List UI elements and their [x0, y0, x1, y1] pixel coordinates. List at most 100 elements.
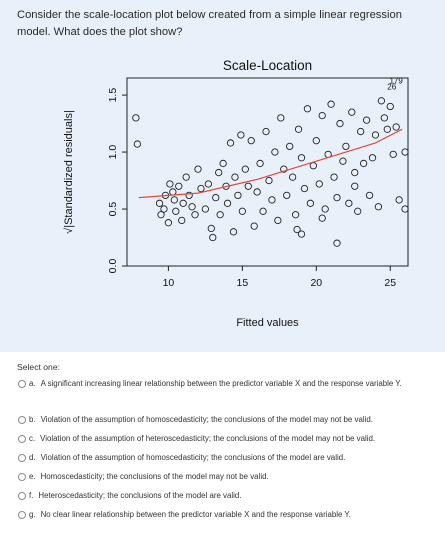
option-b[interactable]: b. Violation of the assumption of homosce…: [18, 414, 438, 425]
x-tick-label: 20: [310, 277, 322, 289]
data-point: [371, 131, 380, 139]
data-point: [212, 193, 220, 202]
data-point: [293, 225, 301, 234]
option-text: Violation of the assumption of homosceda…: [40, 415, 373, 424]
radio-g[interactable]: [18, 510, 26, 519]
data-point: [265, 176, 273, 185]
data-point: [297, 230, 306, 238]
radio-b[interactable]: [18, 415, 26, 424]
data-point: [294, 125, 303, 133]
point-annotation: 26: [387, 82, 396, 91]
option-a[interactable]: a. A significant increasing linear relati…: [18, 378, 438, 389]
data-point: [362, 116, 371, 124]
data-point: [336, 119, 344, 128]
data-point: [383, 125, 391, 133]
data-point: [170, 196, 178, 204]
data-point: [271, 148, 279, 156]
option-text: Heteroscedasticity; the conclusions of t…: [38, 491, 242, 500]
y-axis-label: √|Standardized residuals|: [63, 110, 75, 234]
data-point: [291, 211, 300, 219]
data-point: [178, 216, 186, 225]
data-point: [164, 219, 173, 227]
data-point: [253, 188, 261, 196]
option-letter: d.: [29, 453, 36, 462]
data-point: [368, 154, 377, 162]
option-text: A significant increasing linear relation…: [40, 379, 402, 388]
data-point: [179, 199, 187, 207]
data-point: [339, 157, 347, 165]
option-f[interactable]: f. Heteroscedasticity; the conclusions of…: [18, 490, 438, 501]
data-point: [306, 199, 315, 207]
data-point: [132, 114, 140, 122]
data-point: [365, 191, 374, 200]
x-tick-label: 10: [163, 277, 175, 289]
radio-f[interactable]: [18, 491, 26, 500]
data-point: [318, 111, 326, 120]
option-letter: a.: [29, 379, 36, 388]
radio-a[interactable]: [18, 379, 26, 388]
option-letter: e.: [29, 472, 36, 481]
data-point: [395, 196, 403, 204]
data-point: [256, 159, 264, 168]
data-point: [262, 127, 270, 136]
radio-c[interactable]: [18, 434, 26, 443]
chart-svg: Scale-Location 10 15 20 25 0.0 0.5 1.0 1.5 Fitted…: [63, 58, 409, 329]
option-d[interactable]: d. Violation of the assumption of homosce…: [18, 452, 438, 463]
data-point: [166, 180, 174, 188]
data-point: [197, 184, 205, 193]
option-g[interactable]: g. No clear linear relationship between t…: [18, 509, 438, 520]
data-point: [247, 137, 255, 145]
data-point: [237, 131, 245, 139]
y-tick-label: 1.5: [107, 88, 119, 103]
option-text: Homoscedasticity; the conclusions of the…: [40, 472, 269, 481]
option-letter: g.: [29, 510, 36, 519]
data-point: [312, 137, 320, 145]
radio-e[interactable]: [18, 472, 26, 481]
data-point: [169, 188, 177, 196]
data-point: [359, 159, 368, 168]
data-point: [175, 182, 183, 190]
data-point: [401, 205, 409, 213]
data-point: [229, 228, 238, 236]
data-point: [155, 199, 164, 207]
y-tick-label: 1.0: [107, 145, 119, 160]
data-point: [283, 191, 291, 200]
data-point: [330, 173, 338, 181]
data-point: [303, 105, 312, 113]
data-point: [321, 205, 329, 213]
data-point: [333, 193, 341, 202]
data-point: [380, 114, 388, 122]
data-point: [241, 165, 249, 173]
data-point: [250, 222, 258, 230]
option-letter: c.: [29, 434, 36, 443]
point-annotation: 179: [389, 77, 403, 86]
data-point: [172, 207, 180, 215]
data-point: [216, 211, 224, 219]
data-point: [238, 207, 247, 215]
data-point: [300, 184, 309, 193]
data-point: [188, 203, 196, 211]
data-point: [386, 102, 394, 111]
data-point: [215, 168, 223, 177]
data-point: [318, 214, 326, 222]
question-panel: Consider the scale-location plot below c…: [0, 0, 445, 352]
data-point: [185, 191, 193, 200]
data-point: [392, 123, 400, 131]
option-c[interactable]: c. Violation of the assumption of heteros…: [18, 433, 438, 444]
data-point: [333, 239, 341, 247]
option-e[interactable]: e. Homoscedasticity; the conclusions of t…: [18, 471, 438, 482]
radio-d[interactable]: [18, 453, 26, 462]
smooth-line: [138, 128, 403, 199]
data-point: [280, 165, 288, 173]
data-point: [160, 205, 168, 213]
data-point: [223, 199, 232, 207]
data-point: [219, 159, 227, 168]
data-point: [351, 168, 359, 177]
data-point: [277, 114, 285, 122]
data-point: [315, 180, 323, 188]
option-letter: b.: [29, 415, 36, 424]
data-point: [182, 173, 190, 181]
data-point: [209, 233, 217, 242]
data-point: [244, 182, 252, 190]
x-tick-label: 15: [237, 277, 249, 289]
